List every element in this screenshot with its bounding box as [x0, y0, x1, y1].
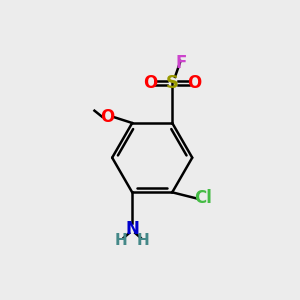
Text: Cl: Cl	[194, 190, 212, 208]
Text: O: O	[100, 108, 115, 126]
Text: O: O	[187, 74, 201, 92]
Text: N: N	[125, 220, 139, 238]
Text: F: F	[176, 54, 187, 72]
Text: O: O	[143, 74, 158, 92]
Text: S: S	[166, 74, 179, 92]
Text: H: H	[115, 232, 128, 247]
Text: H: H	[136, 232, 149, 247]
